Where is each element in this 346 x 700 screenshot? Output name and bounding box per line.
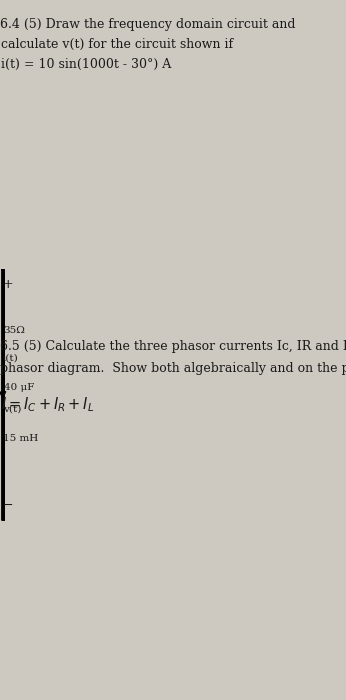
Text: 40 μF: 40 μF: [4, 382, 35, 391]
Text: i(t): i(t): [2, 354, 18, 363]
Text: phasor diagram.  Show both algebraically and on the phasor diagram that:: phasor diagram. Show both algebraically …: [0, 362, 346, 375]
Text: 6.5 (5) Calculate the three phasor currents Ic, IR and IL from problem 6.4 and d: 6.5 (5) Calculate the three phasor curre…: [0, 340, 346, 353]
Text: i(t) = 10 sin(1000t - 30°) A: i(t) = 10 sin(1000t - 30°) A: [1, 58, 171, 71]
Text: $\mathit{I} = \mathit{I_C} + \mathit{I_R} + \mathit{I_L}$: $\mathit{I} = \mathit{I_C} + \mathit{I_R…: [1, 395, 94, 414]
Text: +: +: [3, 278, 13, 291]
Text: 6.4 (5) Draw the frequency domain circuit and: 6.4 (5) Draw the frequency domain circui…: [0, 18, 295, 31]
Text: 35Ω: 35Ω: [4, 326, 26, 335]
Text: v(t): v(t): [2, 405, 21, 414]
Text: 15 mH: 15 mH: [3, 435, 38, 443]
Text: calculate v(t) for the circuit shown if: calculate v(t) for the circuit shown if: [1, 38, 233, 51]
Text: −: −: [3, 499, 13, 512]
